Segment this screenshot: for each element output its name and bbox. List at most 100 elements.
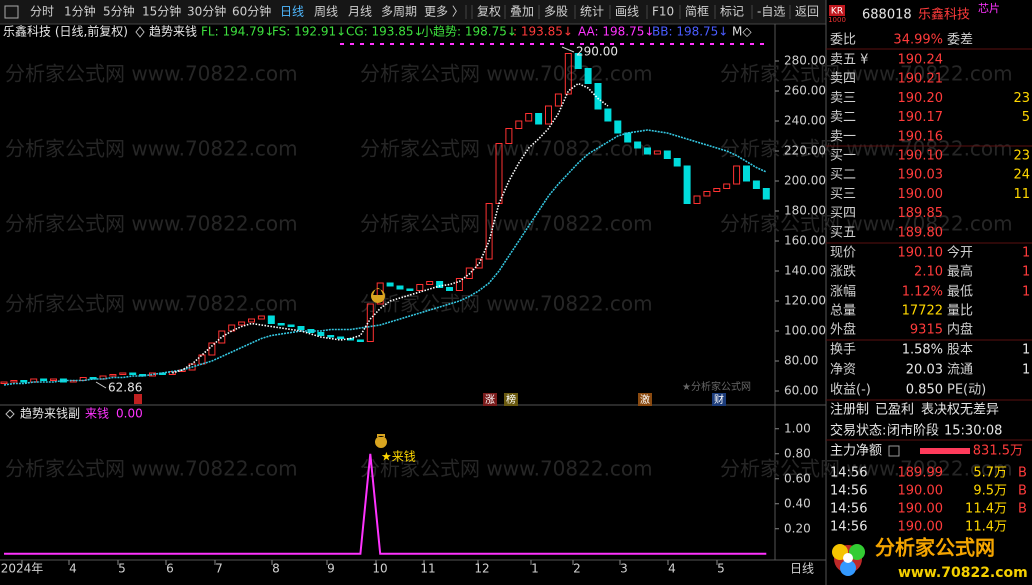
- toolbar-button[interactable]: 15分钟: [142, 4, 181, 19]
- x-tick-label: 2024年: [1, 562, 44, 576]
- candle: [644, 147, 651, 155]
- logo-name: 分析家公式网: [875, 536, 995, 560]
- candle: [248, 318, 255, 323]
- annotation: ★来钱: [381, 449, 416, 464]
- value: 34.99%: [893, 33, 943, 48]
- stock-title: 乐鑫科技 (日线,前复权): [3, 24, 128, 39]
- candle: [257, 315, 265, 320]
- stat-value: 1: [1022, 363, 1030, 378]
- tick-side: B: [1018, 466, 1027, 481]
- toolbar-button[interactable]: 叠加: [510, 5, 534, 19]
- menu-icon[interactable]: [4, 5, 19, 19]
- candle: [129, 372, 137, 375]
- candle: [653, 150, 661, 155]
- book-price: 190.21: [898, 72, 944, 87]
- candle: [673, 158, 681, 167]
- x-tick-label: 4: [668, 562, 676, 576]
- stat-value: 9315: [910, 323, 943, 338]
- toolbar-button[interactable]: 返回: [795, 5, 819, 19]
- candle: [505, 128, 513, 144]
- current-value: 0.00: [116, 407, 143, 421]
- y-tick-label: 0.60: [784, 471, 811, 485]
- indicator-value: FL: 194.79↓: [201, 25, 275, 39]
- candle: [545, 105, 552, 125]
- toolbar-button[interactable]: F10: [652, 5, 674, 19]
- toolbar-button[interactable]: 更多 〉: [424, 5, 464, 19]
- stat-label: 最低: [947, 285, 973, 300]
- toolbar-button[interactable]: 统计: [580, 5, 604, 19]
- candle: [228, 324, 236, 332]
- money-icon: [371, 288, 385, 303]
- toolbar-button[interactable]: 1分钟: [64, 4, 96, 19]
- toolbar-button[interactable]: 月线: [348, 5, 372, 19]
- stat-label: 股本: [947, 343, 973, 358]
- toolbar-button[interactable]: 复权: [477, 5, 501, 19]
- toolbar-button[interactable]: 画线: [615, 5, 639, 19]
- y-tick-label: 160.00: [784, 234, 826, 248]
- candle: [752, 180, 760, 189]
- candle: [475, 258, 483, 269]
- watermark: 分析家公式网 www.70822.com: [360, 457, 653, 481]
- watermark: 分析家公式网 www.70822.com: [720, 212, 1013, 236]
- main-chart: 60.00 80.00 100.00 120.00 140.00 160.00 180.00…: [0, 45, 826, 406]
- pointer: [95, 381, 107, 389]
- toolbar-bg: [0, 0, 826, 24]
- indicator-name: 趋势来钱: [149, 24, 197, 39]
- tick-side: B: [1018, 502, 1027, 517]
- watermark: 分析家公式网 www.70822.com: [5, 292, 298, 316]
- watermark: 分析家公式网 www.70822.com: [5, 62, 298, 86]
- toolbar-button[interactable]: 60分钟: [232, 4, 271, 19]
- y-tick-label: 200.00: [784, 174, 826, 188]
- stat-label: 净资: [830, 363, 856, 378]
- book-price: 190.17: [898, 110, 944, 125]
- stat-label: 换手: [830, 343, 856, 358]
- candle: [723, 183, 731, 189]
- watermark: 分析家公式网 www.70822.com: [720, 137, 1013, 161]
- candle: [703, 191, 711, 197]
- toolbar-button[interactable]: 多股: [544, 5, 568, 19]
- x-tick-label: 1: [531, 562, 539, 576]
- y-tick-label: 220.00: [784, 144, 826, 158]
- x-tick-label: 4: [69, 562, 77, 576]
- candle: [218, 330, 226, 344]
- watermark: 分析家公式网 www.70822.com: [360, 62, 653, 86]
- toolbar-button[interactable]: 分时: [30, 5, 54, 19]
- y-tick-label: 1.00: [784, 421, 811, 435]
- flow-bar: [920, 448, 970, 454]
- sub-title: 趋势来钱副: [20, 406, 80, 421]
- toolbar-button[interactable]: 周线: [314, 5, 338, 19]
- tick-volume: 5.7万: [973, 466, 1007, 481]
- watermarks: 分析家公式网 www.70822.com 分析家公式网 www.70822.com…: [5, 62, 1013, 481]
- candle: [634, 141, 642, 149]
- badge: KR: [831, 7, 843, 17]
- toolbar-button[interactable]: 简框: [685, 5, 709, 19]
- toolbar-button[interactable]: 日线: [280, 5, 304, 19]
- annotation: 62.86: [108, 381, 142, 395]
- candle: [396, 285, 404, 290]
- toolbar-button[interactable]: 30分钟: [187, 4, 226, 19]
- toolbar-button[interactable]: -自选: [757, 5, 785, 19]
- toolbar-button[interactable]: 5分钟: [103, 4, 135, 19]
- candle: [287, 324, 295, 327]
- tick-price: 190.00: [898, 502, 944, 517]
- candle: [109, 374, 117, 377]
- stat-value: 0.850: [906, 383, 943, 398]
- line: [172, 82, 609, 374]
- toolbar-button[interactable]: 多周期: [381, 5, 417, 19]
- badge: [829, 5, 845, 16]
- candle: [743, 165, 750, 182]
- marker: 激: [640, 393, 650, 406]
- status: 交易状态:: [830, 423, 886, 439]
- tick-volume: 11.4万: [965, 502, 1007, 517]
- candle: [337, 336, 345, 339]
- indicator-value: FS: 192.91↓: [272, 25, 346, 39]
- toolbar-button[interactable]: 标记: [720, 5, 744, 19]
- line: [3, 129, 767, 386]
- tick-volume: 9.5万: [973, 484, 1007, 499]
- stock-name: 乐鑫科技: [918, 7, 970, 23]
- candle: [297, 326, 305, 330]
- x-tick-label: 10: [372, 562, 387, 576]
- stat-label: 最高: [947, 264, 973, 280]
